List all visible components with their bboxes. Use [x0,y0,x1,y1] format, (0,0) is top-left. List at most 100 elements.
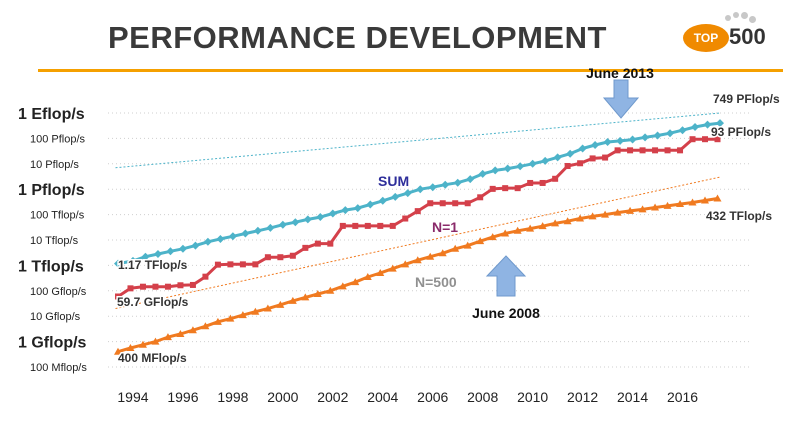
data-point [138,340,147,348]
data-point [589,155,596,162]
data-point [478,169,487,178]
data-point [278,220,287,229]
data-point [652,147,659,154]
data-point [426,252,435,260]
data-point [502,185,509,192]
data-point [227,261,234,268]
x-tick-label: 2010 [517,389,548,405]
data-point [166,247,175,256]
y-tick-label: 100 Gflop/s [30,286,87,298]
data-point [466,175,475,184]
data-point [376,269,385,277]
y-tick-label: 100 Tflop/s [30,210,85,222]
data-point [677,147,684,154]
y-tick-label: 100 Mflop/s [30,362,87,374]
data-point [638,205,647,213]
y-tick-label: 1 Tflop/s [18,258,84,275]
data-point [303,215,312,224]
data-point [651,203,660,211]
data-point [266,223,275,232]
data-point [351,278,360,286]
data-point [216,234,225,243]
data-point [663,201,672,209]
data-point [641,133,650,142]
data-point [616,136,625,145]
logo-dot [733,12,739,18]
x-tick-label: 2008 [467,389,498,405]
data-point [253,226,262,235]
data-point [664,147,671,154]
data-point [239,261,246,268]
data-point [152,283,159,290]
data-point [427,200,434,207]
data-point [553,153,562,162]
value-label: 749 PFlop/s [713,92,780,106]
data-point [503,164,512,173]
june-2008-arrow [485,255,527,297]
data-point [201,322,210,330]
data-point [352,222,359,229]
data-point [378,196,387,205]
data-point [202,273,209,280]
data-point [691,123,700,132]
data-point [714,136,721,143]
data-point [113,259,122,268]
data-point [653,131,662,140]
data-point [141,252,150,261]
title-underline [38,69,783,72]
june-2008-label: June 2008 [472,305,540,321]
data-point [153,250,162,259]
data-point [413,256,422,264]
data-point [613,208,622,216]
data-point [601,210,610,218]
data-point [688,198,697,206]
data-point [401,260,410,268]
data-point [164,283,171,290]
data-point [241,229,250,238]
data-point [451,244,460,252]
data-point [326,286,335,294]
x-tick-label: 1994 [117,389,148,405]
value-label: 93 PFlop/s [711,125,771,139]
data-point [251,307,260,315]
data-point [602,154,609,161]
june-2013-arrow [602,79,640,119]
logo-badge: TOP [683,24,729,52]
data-point [476,237,485,245]
series-name-label: SUM [378,173,409,189]
data-point [678,126,687,135]
data-point [177,282,184,289]
data-point [588,212,597,220]
data-point [139,283,146,290]
data-point [302,244,309,251]
slide-title: PERFORMANCE DEVELOPMENT [108,20,607,55]
data-point [263,304,272,312]
data-point [701,196,710,204]
data-point [639,147,646,154]
data-point [428,183,437,192]
data-point [513,226,522,234]
data-point [226,314,235,322]
data-point [614,147,621,154]
x-tick-label: 1998 [217,389,248,405]
data-point [316,213,325,222]
data-point [716,119,724,128]
data-point [452,200,459,207]
data-point [702,136,709,143]
data-point [713,194,722,202]
data-point [416,185,425,194]
data-point [327,240,334,247]
data-point [591,140,600,149]
data-point [214,261,221,268]
data-point [291,218,300,227]
value-label: 1.17 TFlop/s [118,258,188,272]
data-point [228,232,237,241]
logo-number: 500 [729,24,766,49]
data-point [114,293,121,300]
value-label: 59.7 GFlop/s [117,295,189,309]
data-point [328,209,337,218]
data-point [363,272,372,280]
y-tick-label: 10 Pflop/s [30,159,79,171]
data-point [264,254,271,261]
